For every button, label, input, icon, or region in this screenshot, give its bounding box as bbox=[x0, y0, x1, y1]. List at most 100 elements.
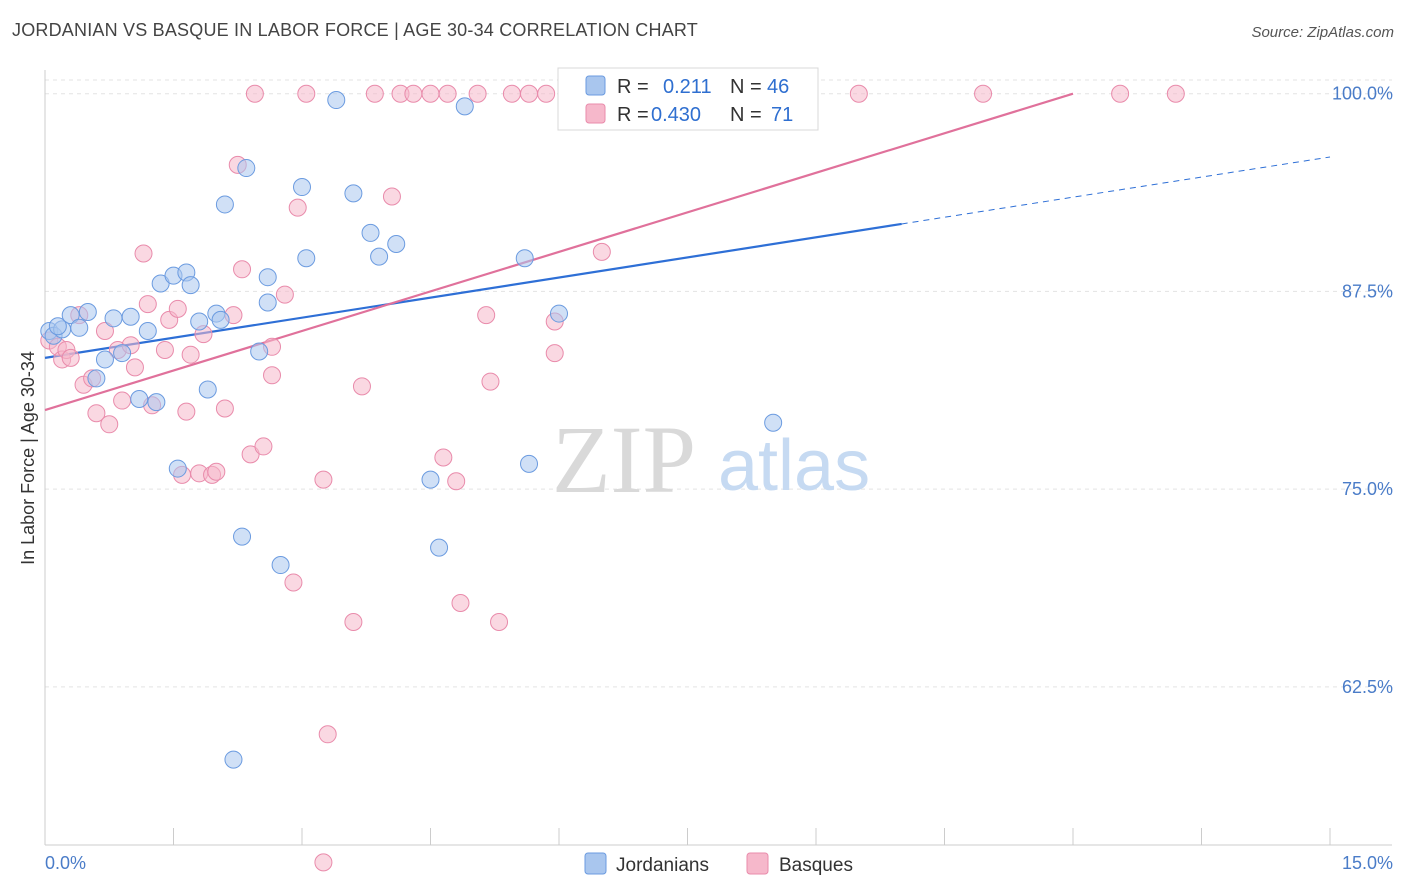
bottom-legend-swatch-basques bbox=[746, 852, 769, 875]
point-basques bbox=[233, 260, 252, 279]
point-basques bbox=[61, 348, 80, 367]
legend-r-label-2: R = bbox=[617, 104, 649, 126]
point-jordanians bbox=[198, 380, 217, 399]
point-jordanians bbox=[370, 247, 389, 266]
point-jordanians bbox=[215, 195, 234, 214]
point-jordanians bbox=[520, 454, 539, 473]
regression-line-jordanians-extension bbox=[901, 156, 1331, 225]
point-basques bbox=[113, 391, 132, 410]
watermark-zip: ZIP bbox=[552, 406, 696, 513]
point-jordanians bbox=[258, 268, 277, 287]
point-jordanians bbox=[250, 342, 269, 361]
point-jordanians bbox=[138, 321, 157, 340]
legend-r-value-1: 0.211 bbox=[663, 76, 712, 98]
point-jordanians bbox=[764, 413, 783, 432]
point-jordanians bbox=[168, 459, 187, 478]
point-basques bbox=[95, 321, 114, 340]
point-jordanians bbox=[237, 159, 256, 178]
point-jordanians bbox=[515, 249, 534, 268]
point-basques bbox=[1166, 84, 1185, 103]
point-basques bbox=[100, 415, 119, 434]
point-jordanians bbox=[211, 310, 230, 329]
point-jordanians bbox=[233, 527, 252, 546]
point-basques bbox=[314, 853, 333, 872]
chart-title: JORDANIAN VS BASQUE IN LABOR FORCE | AGE… bbox=[12, 20, 698, 40]
bottom-legend-basques: Basques bbox=[779, 855, 853, 876]
point-jordanians bbox=[550, 304, 568, 323]
point-basques bbox=[254, 437, 273, 456]
point-jordanians bbox=[78, 302, 97, 321]
point-basques bbox=[481, 372, 500, 391]
watermark-atlas: atlas bbox=[718, 426, 870, 506]
point-basques bbox=[451, 594, 470, 613]
point-jordanians bbox=[361, 223, 380, 242]
point-basques bbox=[592, 242, 611, 261]
legend-n-value-2: 71 bbox=[771, 104, 793, 126]
point-basques bbox=[490, 612, 509, 631]
point-basques bbox=[365, 84, 384, 103]
point-basques bbox=[502, 84, 521, 103]
point-basques bbox=[421, 84, 440, 103]
y-tick-label: 87.5% bbox=[1342, 281, 1393, 301]
point-jordanians bbox=[455, 97, 474, 116]
point-jordanians bbox=[421, 470, 440, 489]
point-jordanians bbox=[147, 393, 166, 412]
legend-n-label-1: N = bbox=[730, 76, 762, 98]
point-jordanians bbox=[297, 249, 316, 268]
point-basques bbox=[318, 725, 337, 744]
y-tick-label: 100.0% bbox=[1332, 84, 1393, 104]
point-jordanians bbox=[258, 293, 277, 312]
point-jordanians bbox=[190, 312, 209, 331]
point-basques bbox=[545, 344, 564, 363]
point-basques bbox=[1111, 84, 1130, 103]
point-jordanians bbox=[387, 234, 406, 253]
y-tick-label: 75.0% bbox=[1342, 479, 1393, 499]
point-basques bbox=[155, 340, 174, 359]
point-basques bbox=[477, 306, 496, 325]
point-basques bbox=[438, 84, 457, 103]
point-jordanians bbox=[48, 317, 67, 336]
point-jordanians bbox=[130, 389, 149, 408]
axes bbox=[44, 70, 1392, 846]
point-basques bbox=[241, 445, 260, 464]
legend-r-label-1: R = bbox=[617, 76, 649, 98]
bottom-legend-jordanians: Jordanians bbox=[616, 855, 709, 876]
point-basques bbox=[134, 244, 153, 263]
point-basques bbox=[314, 470, 333, 489]
point-jordanians bbox=[430, 538, 449, 557]
point-basques bbox=[168, 299, 187, 318]
point-jordanians bbox=[224, 750, 243, 769]
series-jordanians bbox=[40, 91, 783, 769]
point-jordanians bbox=[151, 274, 170, 293]
point-basques bbox=[87, 404, 106, 423]
y-axis-label: In Labor Force | Age 30-34 bbox=[18, 351, 38, 565]
point-basques bbox=[297, 84, 316, 103]
legend-swatch-basques bbox=[585, 103, 606, 124]
legend-n-label-2: N = bbox=[730, 104, 762, 126]
point-jordanians bbox=[87, 369, 106, 388]
legend-r-value-2: 0.430 bbox=[651, 104, 701, 126]
point-basques bbox=[520, 84, 539, 103]
bottom-legend-swatch-jordanians bbox=[584, 852, 607, 875]
x-tick-label: 15.0% bbox=[1342, 853, 1393, 873]
bottom-legend: Jordanians Basques bbox=[584, 852, 853, 876]
y-tick-label: 62.5% bbox=[1342, 677, 1393, 697]
point-jordanians bbox=[293, 178, 311, 197]
point-basques bbox=[974, 84, 993, 103]
point-jordanians bbox=[113, 344, 132, 363]
point-jordanians bbox=[271, 556, 290, 575]
point-jordanians bbox=[181, 276, 200, 295]
regression-line-basques bbox=[44, 92, 1074, 412]
point-basques bbox=[382, 187, 401, 206]
point-basques bbox=[181, 345, 200, 364]
legend-swatch-jordanians bbox=[585, 75, 606, 96]
point-basques bbox=[177, 402, 196, 421]
regression-line-jordanians bbox=[44, 222, 902, 359]
point-jordanians bbox=[104, 309, 123, 328]
point-jordanians bbox=[121, 307, 140, 326]
point-jordanians bbox=[70, 318, 89, 337]
point-basques bbox=[404, 84, 423, 103]
y-tick-labels: 62.5% 75.0% 87.5% 100.0% bbox=[1332, 84, 1393, 697]
watermark: ZIP atlas bbox=[552, 406, 870, 513]
